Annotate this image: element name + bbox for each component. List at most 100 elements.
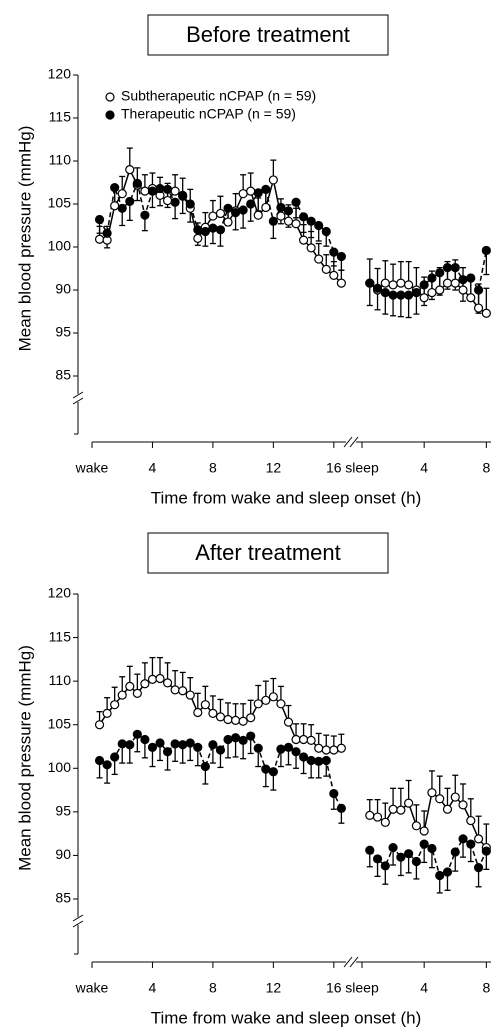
data-point <box>283 742 294 752</box>
data-point <box>419 839 429 849</box>
data-point <box>372 283 383 293</box>
data-point <box>253 699 263 709</box>
axis-break <box>343 436 353 448</box>
data-point <box>396 278 406 288</box>
data-point <box>223 217 233 227</box>
y-tick-label: 90 <box>55 846 71 862</box>
x-tick-label: wake <box>75 460 109 476</box>
data-point <box>200 761 210 772</box>
data-point <box>215 712 226 722</box>
data-point <box>253 188 263 198</box>
y-tick-label: 115 <box>49 109 72 125</box>
data-point <box>283 717 294 727</box>
data-point <box>261 202 271 213</box>
data-point <box>246 199 256 209</box>
axis-break <box>349 956 359 968</box>
data-point <box>435 870 445 881</box>
data-point <box>372 854 383 864</box>
data-point <box>396 290 406 300</box>
data-point <box>246 186 256 196</box>
data-point <box>419 826 429 836</box>
data-point <box>223 203 233 213</box>
data-point <box>298 734 309 745</box>
y-tick-label: 120 <box>48 585 72 601</box>
data-point <box>132 688 142 698</box>
data-point <box>388 290 398 300</box>
data-point <box>94 755 105 766</box>
data-point <box>283 206 294 216</box>
x-tick-label: 4 <box>149 980 157 996</box>
data-point <box>230 733 241 743</box>
data-point <box>208 740 218 750</box>
data-point <box>435 794 445 804</box>
data-point <box>306 755 316 766</box>
x-tick-label: 4 <box>420 980 428 996</box>
data-point <box>140 210 150 220</box>
data-point <box>372 812 383 822</box>
data-point <box>276 202 286 213</box>
data-point <box>306 216 316 226</box>
x-tick-label: 8 <box>209 980 217 996</box>
data-point <box>291 219 301 229</box>
data-point <box>162 678 173 688</box>
data-point <box>419 280 429 290</box>
data-point <box>147 742 158 752</box>
title-box <box>147 532 389 574</box>
data-point <box>404 280 414 290</box>
data-point <box>481 245 491 256</box>
data-point <box>193 233 203 243</box>
y-tick-label: 90 <box>55 281 71 297</box>
data-point <box>336 278 346 288</box>
axis-break <box>72 391 84 399</box>
data-point <box>178 686 188 696</box>
data-point <box>268 692 278 702</box>
y-axis-label: Mean blood pressure (mmHg) <box>15 126 34 352</box>
data-point <box>268 175 278 185</box>
data-point <box>155 673 165 684</box>
y-tick-label: 105 <box>48 195 72 211</box>
data-point <box>117 203 127 213</box>
data-point <box>276 744 286 754</box>
y-tick-label: 85 <box>55 890 71 906</box>
data-point <box>246 731 256 741</box>
y-tick-label: 100 <box>48 238 72 254</box>
data-point <box>238 189 248 199</box>
data-point <box>466 815 476 826</box>
data-point <box>336 803 346 813</box>
data-point <box>388 842 398 853</box>
y-tick-label: 115 <box>49 628 72 644</box>
data-point <box>466 273 476 283</box>
data-point <box>162 747 173 757</box>
data-point <box>321 226 331 237</box>
data-point <box>458 800 468 810</box>
data-point <box>276 211 286 221</box>
data-point <box>388 280 398 290</box>
data-point <box>329 745 339 755</box>
data-point <box>329 247 339 257</box>
x-tick-label: 4 <box>149 460 157 476</box>
series-line <box>369 791 487 849</box>
data-point <box>238 716 248 726</box>
data-point <box>208 211 218 221</box>
y-tick-label: 110 <box>49 152 72 168</box>
data-point <box>473 834 484 844</box>
data-point <box>450 847 460 857</box>
data-point <box>253 210 263 220</box>
data-point <box>473 863 484 873</box>
data-point <box>427 287 437 298</box>
data-point <box>170 197 180 207</box>
data-point <box>314 743 324 753</box>
data-point <box>185 199 195 209</box>
data-point <box>458 275 468 285</box>
data-point <box>473 285 484 295</box>
x-tick-label: 8 <box>482 980 490 996</box>
x-tick-label: sleep <box>345 460 379 476</box>
data-point <box>298 752 309 762</box>
data-point <box>442 263 453 273</box>
data-point <box>162 195 173 206</box>
data-point <box>427 788 437 798</box>
data-point <box>147 674 158 685</box>
data-point <box>102 760 112 770</box>
data-point <box>276 699 286 709</box>
